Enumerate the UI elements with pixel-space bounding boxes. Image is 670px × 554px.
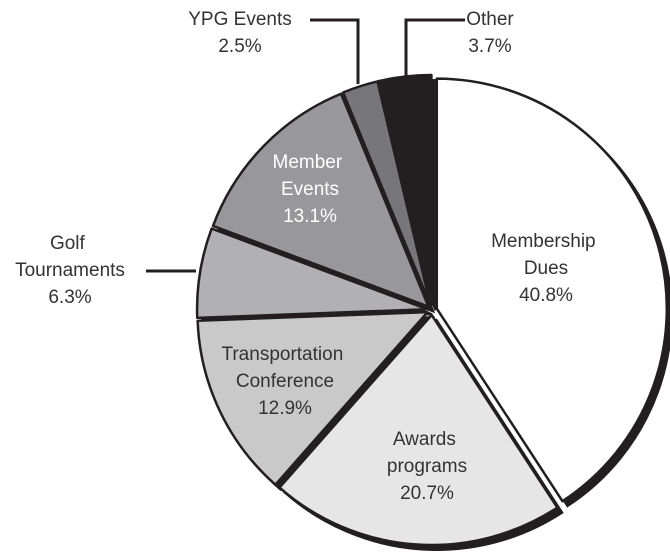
slice bbox=[278, 313, 559, 547]
slice-label: Member Events bbox=[273, 152, 348, 200]
label-line: Events bbox=[281, 179, 339, 200]
label-line: Tournaments bbox=[15, 260, 125, 281]
slice-label: Membership Dues bbox=[491, 231, 601, 279]
value-label: 13.1% bbox=[283, 206, 337, 227]
leader-line bbox=[404, 18, 465, 76]
label-line: Member bbox=[273, 152, 348, 173]
labels: Membership Dues 40.8% Awards programs 20.7%… bbox=[15, 9, 601, 504]
label-line: Golf bbox=[50, 233, 90, 254]
value-label: 40.8% bbox=[519, 285, 573, 306]
value-label: 3.7% bbox=[468, 36, 511, 57]
slice-label: Golf Tournaments bbox=[15, 233, 125, 281]
label-line: Transportation bbox=[221, 344, 348, 365]
slice-label: Awards programs bbox=[387, 429, 467, 477]
slice-label: Transportation Conference bbox=[221, 344, 348, 392]
slice bbox=[195, 227, 429, 320]
slice-label: Other bbox=[466, 9, 514, 30]
label-line: Dues bbox=[524, 258, 568, 279]
value-label: 2.5% bbox=[218, 36, 261, 57]
value-label: 6.3% bbox=[48, 287, 91, 308]
leader-line bbox=[310, 18, 360, 84]
label-line: Awards bbox=[393, 429, 461, 450]
slice bbox=[435, 77, 669, 503]
value-label: 12.9% bbox=[258, 398, 312, 419]
value-label: 20.7% bbox=[400, 483, 454, 504]
slice bbox=[211, 92, 430, 308]
label-line: YPG Events bbox=[188, 9, 292, 30]
slice bbox=[196, 310, 429, 486]
label-line: Other bbox=[466, 9, 514, 30]
label-line: programs bbox=[387, 456, 467, 477]
slice bbox=[377, 73, 433, 307]
slices bbox=[195, 73, 669, 547]
label-line: Membership bbox=[491, 231, 601, 252]
slice-label: YPG Events bbox=[188, 9, 292, 30]
label-line: Conference bbox=[236, 371, 334, 392]
